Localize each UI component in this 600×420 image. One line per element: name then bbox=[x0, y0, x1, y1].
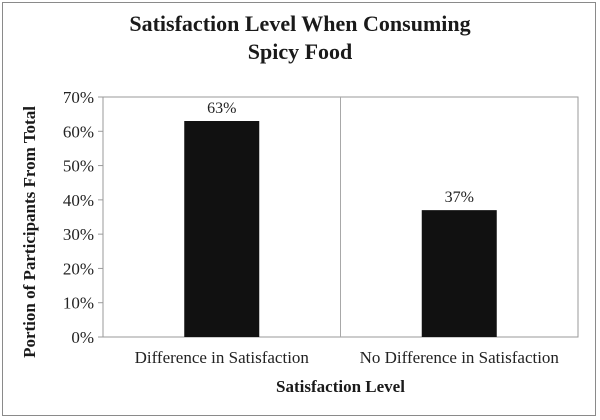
chart-title-line-2: Spicy Food bbox=[247, 39, 353, 64]
y-tick-label: 0% bbox=[71, 328, 94, 347]
chart-frame bbox=[2, 2, 596, 416]
y-axis-title: Portion of Participants From Total bbox=[20, 106, 39, 358]
y-tick-label: 50% bbox=[63, 157, 94, 176]
bars bbox=[184, 121, 497, 337]
chart-title: Satisfaction Level When Consuming Spicy … bbox=[0, 10, 600, 66]
y-tick-label: 30% bbox=[63, 225, 94, 244]
x-category-label: No Difference in Satisfaction bbox=[360, 348, 560, 367]
x-axis-categories: Difference in Satisfaction No Difference … bbox=[135, 348, 560, 367]
data-labels: 63% 37% bbox=[207, 100, 474, 206]
x-axis-title: Satisfaction Level bbox=[276, 377, 405, 396]
data-label: 37% bbox=[445, 189, 474, 206]
y-tick-label: 10% bbox=[63, 294, 94, 313]
chart-title-line-1: Satisfaction Level When Consuming bbox=[129, 11, 471, 36]
y-tick-label: 60% bbox=[63, 122, 94, 141]
x-category-label: Difference in Satisfaction bbox=[135, 348, 310, 367]
y-tick-label: 40% bbox=[63, 191, 94, 210]
data-label: 63% bbox=[207, 100, 236, 117]
bar bbox=[184, 121, 260, 337]
y-tick-label: 20% bbox=[63, 259, 94, 278]
y-axis-ticks: 0% 10% 20% 30% 40% 50% 60% 70% bbox=[63, 88, 103, 347]
y-tick-label: 70% bbox=[63, 88, 94, 107]
bar bbox=[421, 210, 497, 337]
